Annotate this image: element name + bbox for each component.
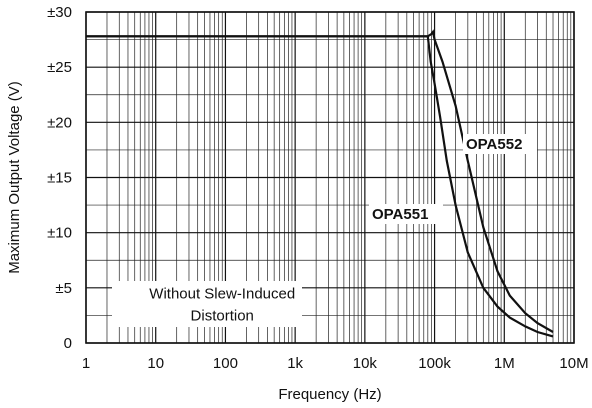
y-tick-label: ±5 [55, 280, 72, 297]
x-tick-label: 10k [353, 355, 378, 372]
x-tick-label: 100k [418, 355, 451, 372]
y-tick-label: 0 [64, 335, 72, 352]
plot-frame [85, 11, 575, 344]
x-tick-label: 1M [494, 355, 515, 372]
x-tick-label: 10M [559, 355, 588, 372]
series-label-bg-opa552 [463, 134, 537, 154]
series-line-opa552 [86, 29, 554, 333]
y-axis-title: Maximum Output Voltage (V) [6, 81, 23, 274]
y-axis-tick-labels: 0 ±5 ±10 ±15 ±20 ±25 ±30 [47, 4, 72, 352]
y-tick-label: ±10 [47, 225, 72, 242]
y-tick-label: ±15 [47, 170, 72, 187]
series-label-opa551: OPA551 [372, 206, 428, 223]
x-tick-label: 1k [287, 355, 303, 372]
series-label-opa552: OPA552 [466, 136, 522, 153]
y-tick-label: ±30 [47, 4, 72, 21]
annotation-line-1: Without Slew-Induced [149, 285, 295, 302]
series-layer [86, 29, 554, 338]
y-tick-label: ±20 [47, 114, 72, 131]
series-label-bg-opa551 [369, 204, 443, 224]
annotation-box [112, 281, 302, 327]
y-tick-label: ±25 [47, 59, 72, 76]
x-tick-label: 100 [213, 355, 238, 372]
x-axis-tick-labels: 1 10 100 1k 10k 100k 1M 10M [82, 355, 589, 372]
x-axis-title: Frequency (Hz) [278, 386, 381, 403]
x-tick-label: 1 [82, 355, 90, 372]
x-tick-label: 10 [147, 355, 164, 372]
annotation-line-2: Distortion [191, 307, 254, 324]
